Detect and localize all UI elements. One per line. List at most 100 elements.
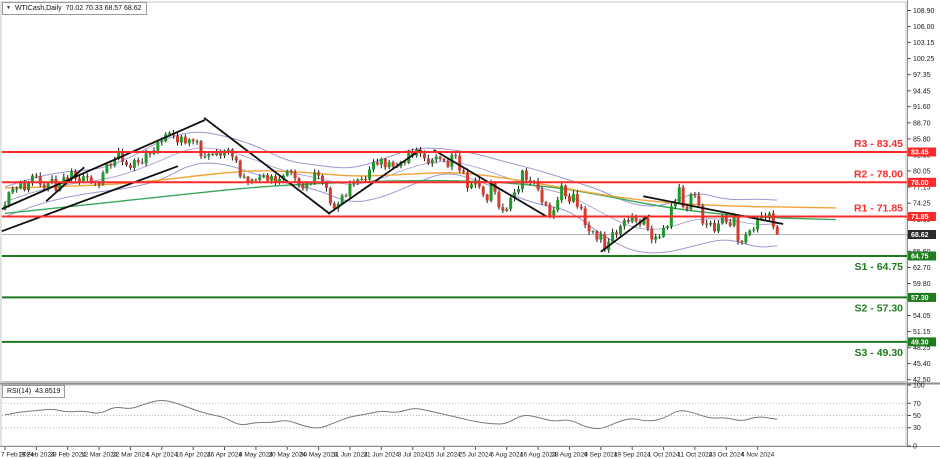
candle-bullish [340,195,344,204]
candle-bearish [713,222,717,232]
date-tick-label: 7 Feb 2024 [1,452,34,459]
candle-bullish [70,171,74,180]
price-tick-label: 108.90 [913,8,935,15]
candle-bearish [422,153,426,159]
price-axis[interactable]: 108.90 106.00 103.15 100.25 97.35 94.45 91.60 8… [907,0,936,446]
moving-average-green [4,179,837,221]
candle-bullish [599,234,603,240]
candle-bullish [642,217,646,225]
candle-bearish [23,182,27,191]
date-tick-label: 21 Jun 2024 [363,452,399,459]
current-price-badge-text: 68.62 [911,232,929,239]
time-axis[interactable]: 7 Feb 202419 Feb 202429 Feb 202412 Mar 2… [1,447,775,459]
support-resistance-levels: R3 - 83.45 R2 - 78.00 R1 - 71.85 S1 - 64.75… [2,138,907,359]
candle-bullish [509,197,513,209]
candle-bearish [544,202,548,205]
candle-bullish [223,151,227,156]
candle-bearish [477,180,481,187]
candle-bearish [301,184,305,189]
candle-bearish [109,164,113,166]
candle-bearish [273,176,277,183]
candle-bullish [611,232,615,242]
price-tick-label: 97.35 [913,72,931,79]
candle-bearish [466,172,470,188]
candle-bullish [720,215,724,224]
candle-bearish [481,186,485,195]
candle-bullish [368,169,372,180]
candle-bearish [497,191,501,208]
candle-bearish [344,195,348,197]
candle-bearish [140,162,144,164]
price-tick-label: 106.00 [913,24,935,31]
candle-bearish [775,226,779,235]
candle-bearish [324,182,328,188]
price-axis-region[interactable] [907,0,940,446]
candle-bearish [567,196,571,202]
candle-bullish [113,158,117,166]
trendline[interactable] [600,214,651,253]
candle-bullish [285,170,289,176]
candle-bullish [270,176,274,181]
candle-bullish [101,172,105,185]
price-tick-label: 103.15 [913,40,935,47]
rsi-tick-label: 30 [913,425,921,432]
candle-bullish [19,182,23,189]
candle-bullish [313,172,317,183]
candle-bearish [238,160,242,177]
candle-bullish [517,189,521,193]
candle-bearish [383,158,387,168]
support-label-s1: S1 - 64.75 [855,261,904,273]
price-tick-label: 85.80 [913,136,931,143]
candle-bearish [442,158,446,161]
ohlc-values: 70.02 70.33 68.57 68.62 [65,5,142,12]
candle-bearish [438,156,442,159]
candle-bearish [411,152,415,156]
bollinger-upper-band [4,131,778,207]
candle-bearish [528,180,532,183]
candle-bearish [724,215,728,223]
candle-bullish [434,156,438,160]
candle-bearish [136,160,140,163]
candle-bearish [254,179,258,181]
candle-bearish [548,204,552,217]
time-axis-region[interactable] [0,446,940,459]
candle-bullish [30,175,34,183]
candle-bullish [630,215,634,222]
rsi-chart-region[interactable] [0,385,907,446]
candle-bearish [266,175,270,181]
candle-bearish [34,175,38,177]
candle-bullish [513,192,517,198]
candle-bearish [736,216,740,242]
trendline[interactable] [1,165,179,233]
resistance-label-r3: R3 - 83.45 [854,138,903,150]
candle-bullish [665,226,669,228]
candle-bullish [215,152,219,156]
collapse-icon[interactable]: ▼ [6,5,11,11]
rsi-tick-label: 50 [913,413,921,420]
candle-bullish [658,236,662,238]
candle-bearish [740,241,744,243]
trendline[interactable] [45,166,85,202]
date-tick-label: 29 Feb 2024 [49,452,86,459]
price-tick-label: 45.40 [913,361,931,368]
price-tick-label: 59.80 [913,281,931,288]
trendline[interactable] [1,119,206,210]
main-chart-region[interactable] [0,0,907,384]
candle-bullish [7,192,11,206]
candle-bearish [77,178,81,182]
candle-bullish [309,182,313,184]
trendline[interactable] [433,149,548,218]
candle-bullish [716,223,720,232]
candle-bullish [744,234,748,243]
candle-bullish [348,184,352,197]
trendline[interactable] [203,117,331,215]
candle-bearish [454,155,458,157]
symbol-ohlc-box[interactable]: ▼ WTICash,Daily 70.02 70.33 68.57 68.62 [2,2,147,15]
rsi-pane[interactable]: 100 70 50 30 0 [2,383,925,451]
trendline[interactable] [643,195,784,225]
candle-bearish [317,172,321,176]
candle-bearish [293,172,297,179]
candle-bearish [234,156,238,161]
date-tick-label: 9 Sep 2024 [584,452,618,459]
